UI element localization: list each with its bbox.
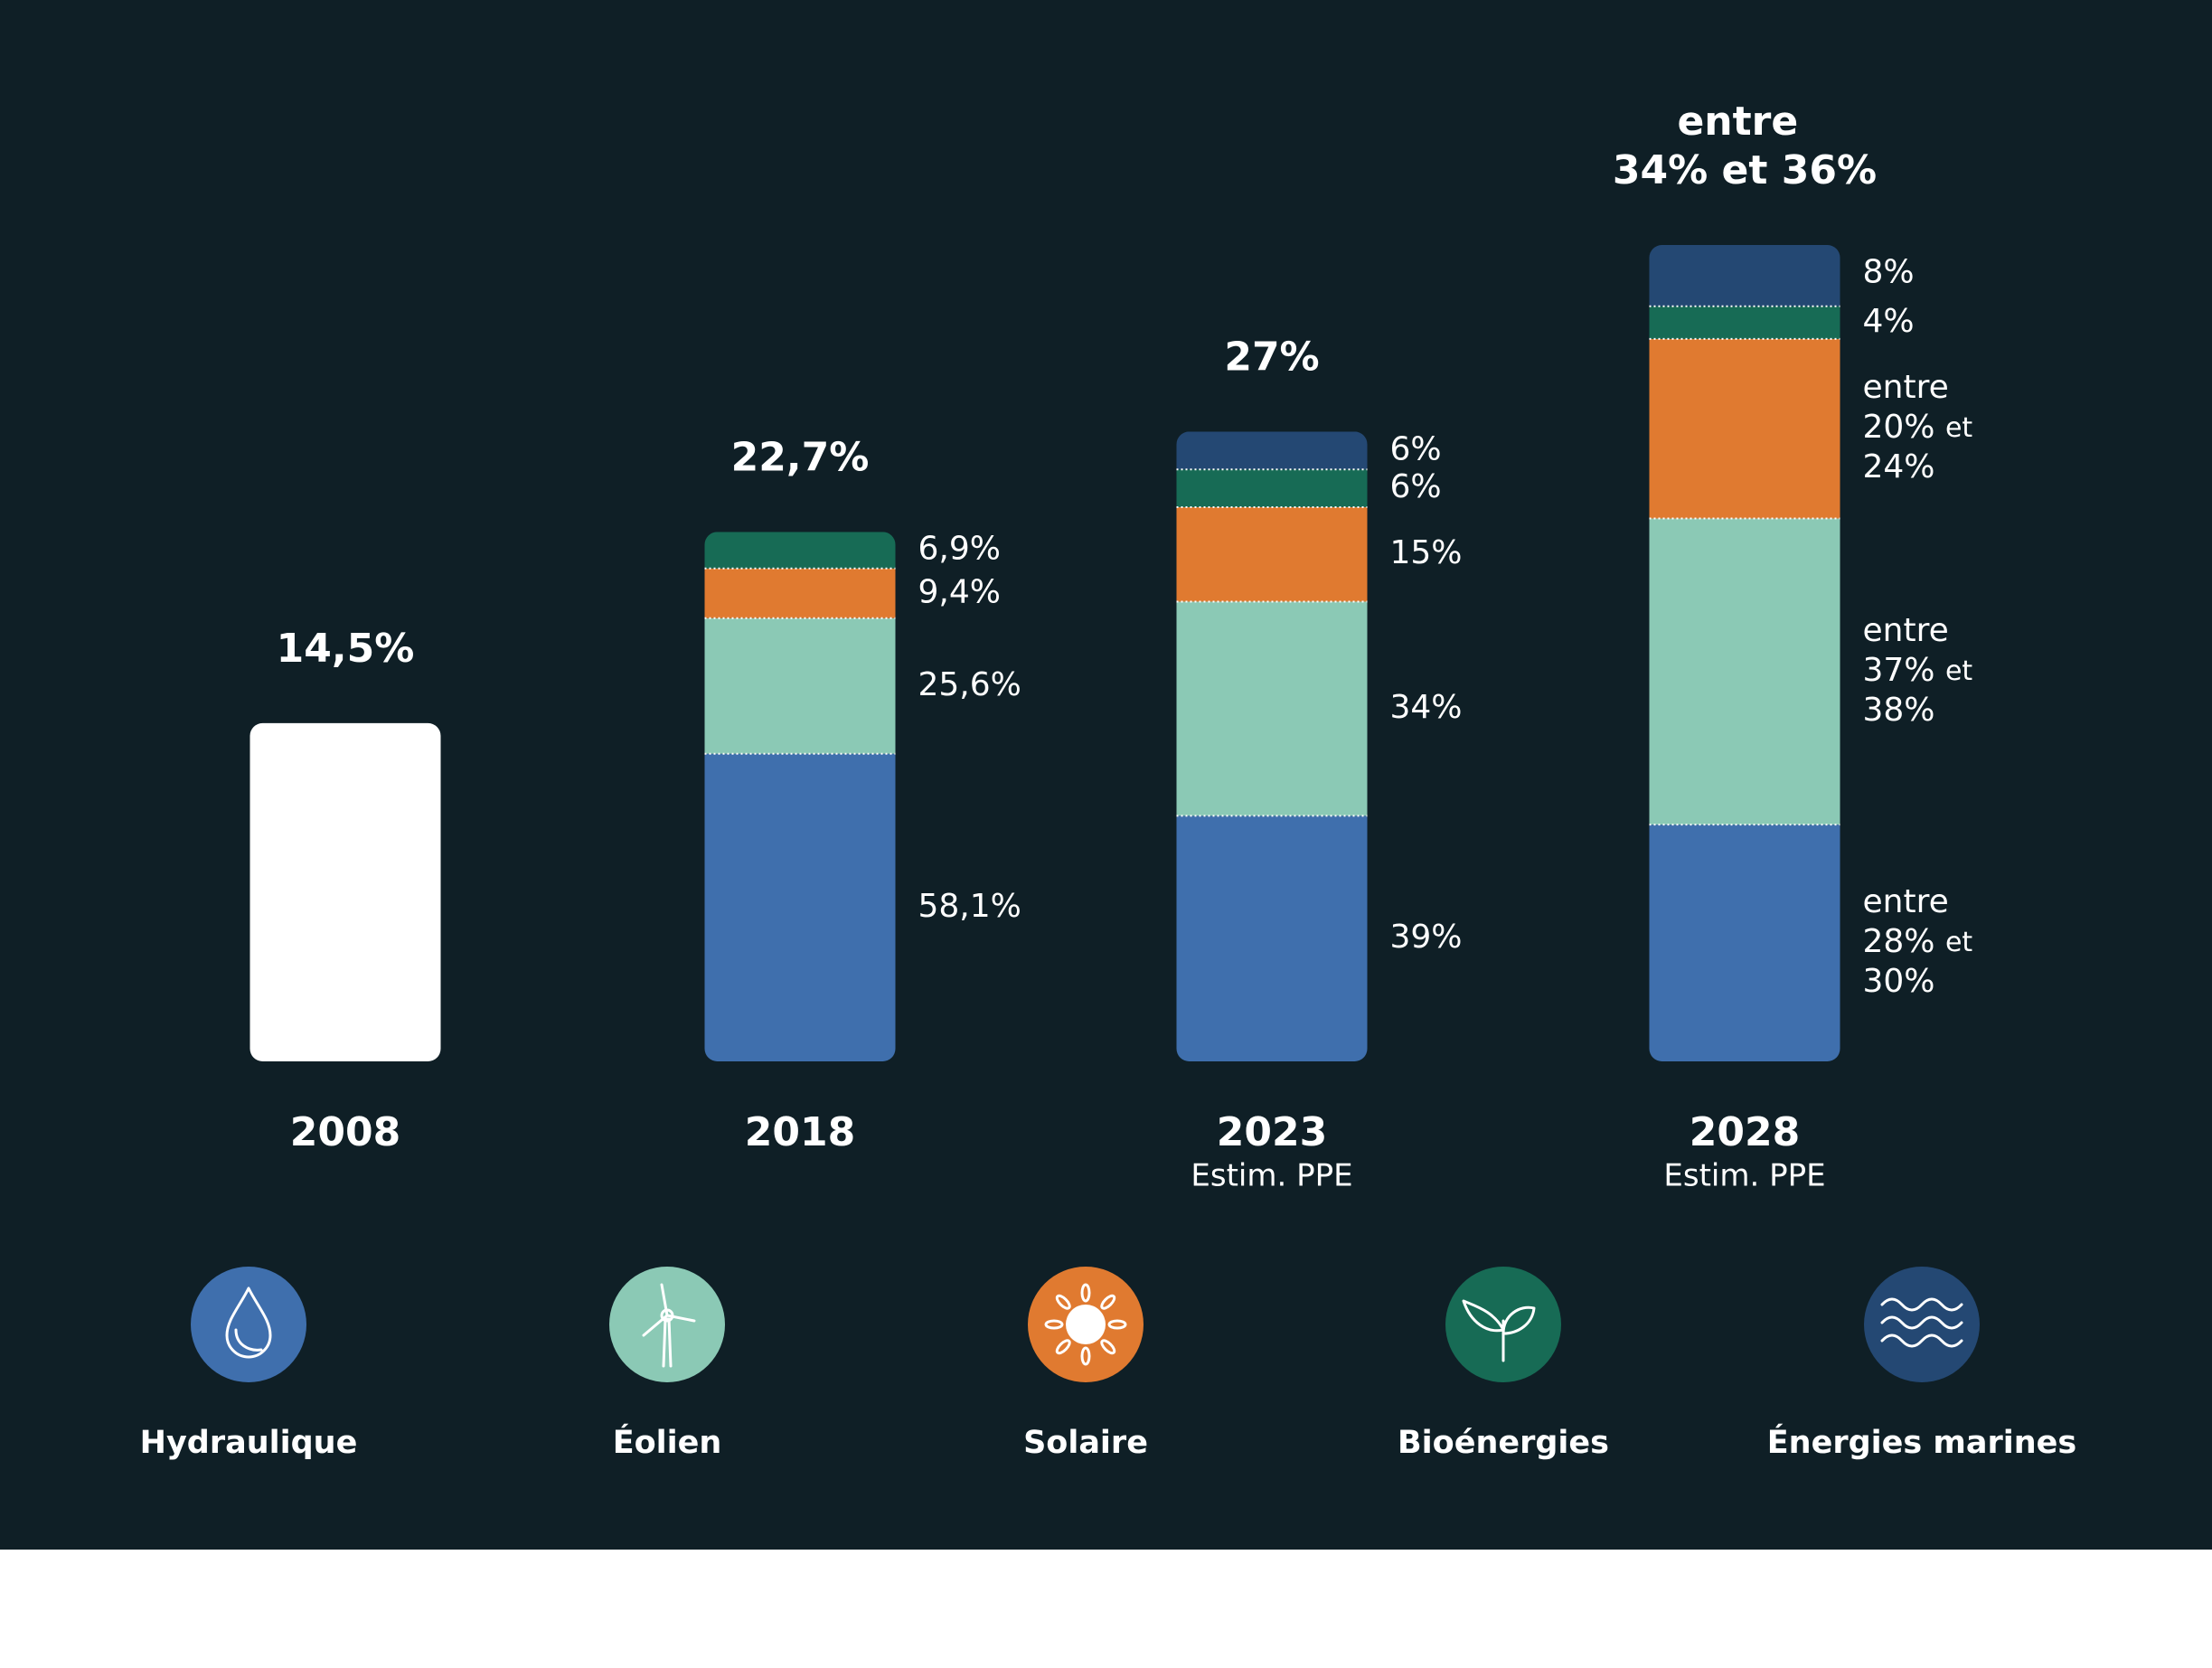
bar-segment: [1649, 825, 1840, 1061]
bar-segment: [1649, 338, 1840, 519]
legend-icon: [1066, 1305, 1106, 1344]
value-label: 8%: [1863, 254, 1915, 291]
year-label: 2008: [290, 1109, 400, 1155]
value-label: 6,9%: [918, 531, 1001, 568]
legend-icon: [1080, 1283, 1091, 1303]
total-label: 14,5%: [277, 626, 415, 672]
value-label: 15%: [1390, 534, 1463, 571]
legend-icon: [1100, 1294, 1116, 1310]
bar-segment: [1176, 601, 1368, 816]
bar-segment: [704, 568, 896, 618]
total-label: 22,7%: [731, 434, 870, 480]
legend-icon: [1462, 1299, 1505, 1333]
legend-icon: [1080, 1346, 1091, 1366]
legend-icon: [660, 1308, 674, 1323]
legend-item: Solaire: [1023, 1267, 1148, 1461]
bar-segment: [1649, 518, 1840, 825]
legend-label: Hydraulique: [140, 1425, 358, 1461]
legend-item: Éolien: [609, 1267, 725, 1461]
bar: [249, 722, 441, 1061]
legend-icon: [225, 1286, 272, 1359]
legend-label: Bioénergies: [1398, 1425, 1609, 1461]
legend-icon: [1880, 1333, 1963, 1348]
bar-stack: [704, 532, 896, 1061]
value-label: 39%: [1390, 919, 1463, 956]
legend-icon: [1107, 1319, 1127, 1330]
value-label: 58,1%: [918, 888, 1021, 925]
legend-item: Hydraulique: [140, 1267, 358, 1461]
legend-icon: [662, 1317, 673, 1368]
value-label: entre 37% et 38%: [1863, 612, 1981, 729]
total-label: entre 34% et 36%: [1613, 99, 1877, 193]
value-label: 6%: [1390, 430, 1442, 467]
bar-segment: [1649, 306, 1840, 339]
legend-icon: [1880, 1315, 1963, 1330]
legend-label: Solaire: [1023, 1425, 1148, 1461]
legend-icon: [1055, 1339, 1071, 1355]
legend-label: Énergies marines: [1767, 1423, 2076, 1461]
legend-label: Éolien: [613, 1423, 722, 1461]
bar-stack: [1176, 431, 1368, 1061]
bar-segment: [704, 753, 896, 1061]
value-label: 6%: [1390, 468, 1442, 505]
year-subtitle: Estim. PPE: [1191, 1158, 1352, 1194]
year-label: 2028: [1690, 1109, 1800, 1155]
legend-icon: [1044, 1319, 1064, 1330]
total-label: 27%: [1224, 334, 1319, 380]
legend-swatch: [609, 1267, 725, 1382]
value-label: 25,6%: [918, 666, 1021, 703]
bar-segment: [1649, 245, 1840, 306]
bar-segment: [704, 617, 896, 754]
bar-segment: [704, 532, 896, 569]
legend-icon: [1100, 1339, 1116, 1355]
legend-icon: [1501, 1305, 1536, 1335]
value-label: 4%: [1863, 303, 1915, 340]
footer-band: [0, 1550, 2212, 1664]
legend-swatch: [191, 1267, 306, 1382]
legend-icon: [1880, 1297, 1963, 1312]
bar-segment: [1176, 815, 1368, 1061]
legend-icon: [234, 1328, 263, 1352]
value-label: entre 20% et 24%: [1863, 369, 1981, 485]
value-label: entre 28% et 30%: [1863, 883, 1981, 1000]
legend-item: Énergies marines: [1767, 1267, 2076, 1461]
value-label: 34%: [1390, 689, 1463, 726]
bar-segment: [1176, 469, 1368, 507]
year-label: 2018: [745, 1109, 855, 1155]
value-label: 9,4%: [918, 573, 1001, 610]
year-label: 2023: [1217, 1109, 1327, 1155]
legend-item: Bioénergies: [1398, 1267, 1609, 1461]
bar-segment: [1176, 431, 1368, 470]
legend-icon: [1055, 1294, 1071, 1310]
year-subtitle: Estim. PPE: [1663, 1158, 1825, 1194]
bar-stack: [1649, 245, 1840, 1061]
bar-segment: [1176, 506, 1368, 602]
